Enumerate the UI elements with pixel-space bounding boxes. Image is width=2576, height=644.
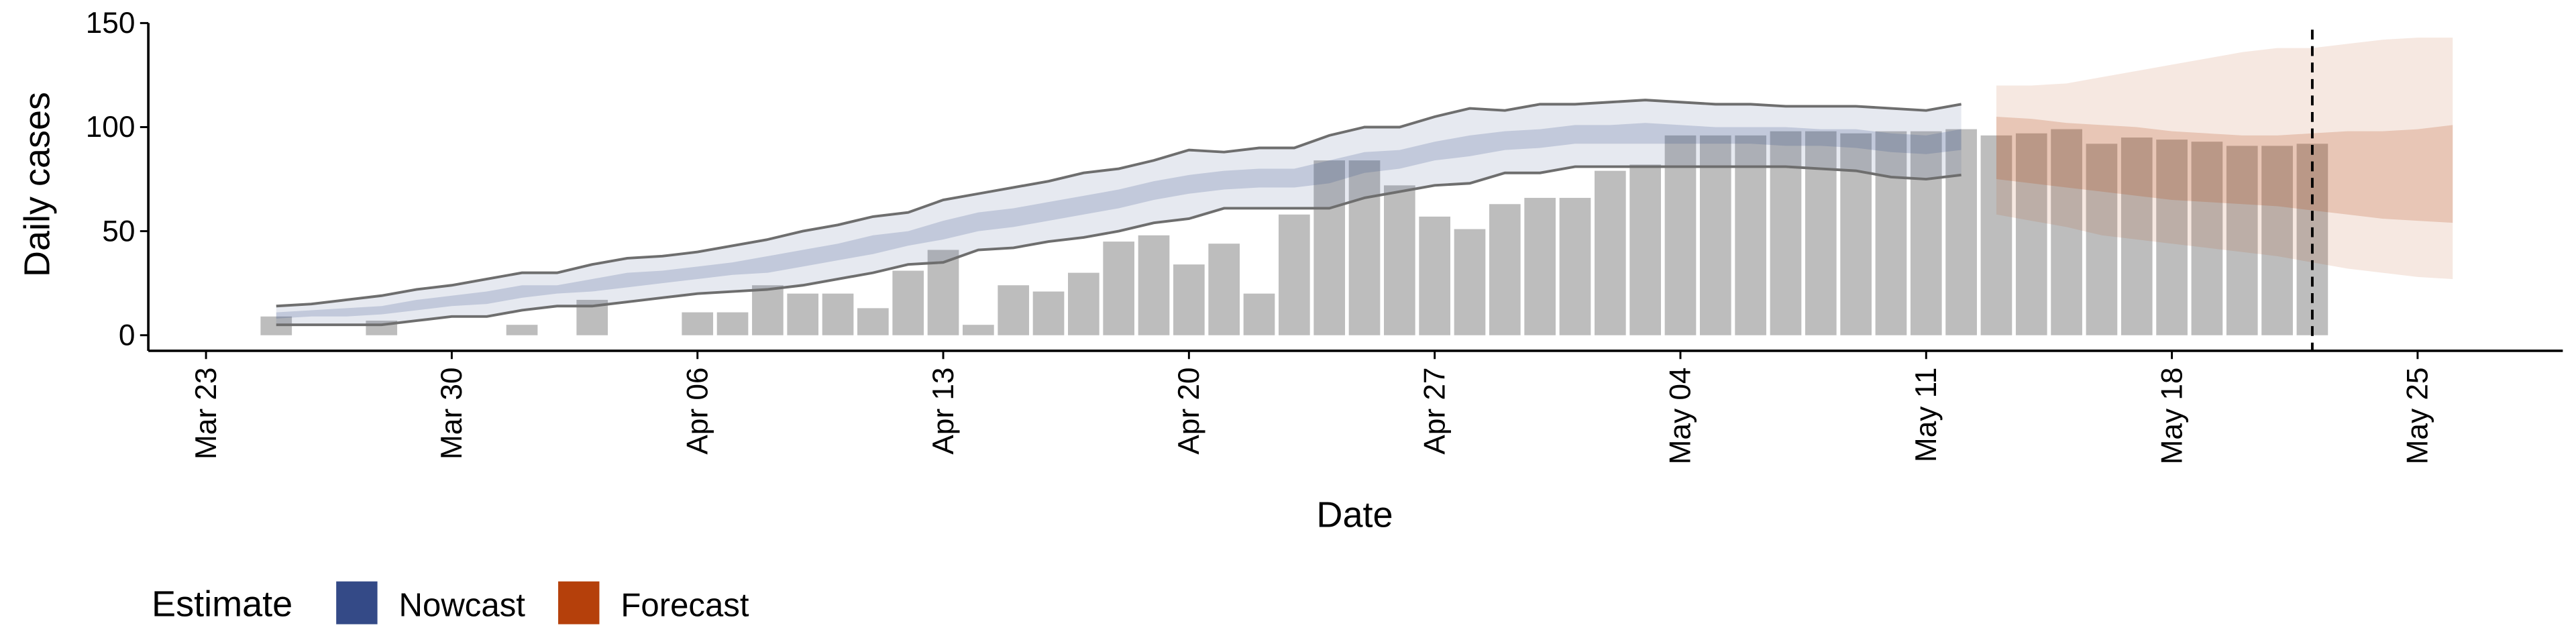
y-axis-label: Daily cases: [17, 92, 58, 277]
bar: [2156, 140, 2188, 335]
x-tick-label: May 11: [1910, 368, 1943, 463]
legend-title: Estimate: [152, 584, 292, 624]
x-tick-label: Apr 27: [1418, 368, 1451, 455]
ribbon-outline: [276, 165, 1962, 327]
bar: [1208, 244, 1240, 335]
x-tick-label: May 18: [2155, 368, 2188, 465]
bar: [1313, 160, 1346, 335]
bar: [1348, 160, 1381, 335]
bar: [857, 308, 889, 335]
bar: [1735, 135, 1766, 335]
bar: [1138, 235, 1170, 335]
legend-swatch: [558, 581, 600, 625]
bar: [1243, 293, 1275, 335]
bar: [1699, 135, 1731, 335]
bar: [1805, 131, 1837, 335]
bar: [1032, 291, 1065, 335]
bar: [2296, 144, 2328, 335]
bar: [682, 312, 714, 335]
x-tick-label: Mar 23: [190, 368, 223, 460]
bar: [1454, 229, 1486, 335]
x-tick-label: Apr 13: [927, 368, 960, 455]
x-tick-label: May 25: [2402, 368, 2434, 465]
x-tick-label: Mar 30: [435, 368, 468, 460]
bar: [963, 325, 994, 335]
bar: [1383, 185, 1415, 335]
y-tick-label: 0: [119, 319, 136, 352]
bar: [1594, 170, 1626, 335]
bar: [1980, 135, 2012, 335]
bar: [2261, 146, 2293, 335]
x-tick-label: Apr 20: [1173, 368, 1205, 455]
ribbon-outline: [276, 99, 1962, 308]
legend-swatch: [336, 581, 378, 625]
x-tick-label: May 04: [1664, 368, 1697, 465]
bar: [752, 285, 784, 335]
bar: [1524, 197, 1556, 335]
bar: [998, 285, 1030, 335]
legend-label: Nowcast: [399, 587, 526, 623]
bar: [2121, 137, 2153, 335]
bar: [1664, 135, 1697, 335]
x-axis-label: Date: [1316, 495, 1393, 535]
bar: [506, 325, 538, 335]
bar: [1629, 164, 1661, 335]
bar: [2015, 133, 2047, 335]
legend-label: Forecast: [621, 587, 749, 623]
bar: [1278, 214, 1310, 335]
bar: [892, 270, 924, 335]
bar: [1068, 272, 1099, 335]
ribbon: [1996, 38, 2453, 279]
bar: [787, 293, 819, 335]
y-tick-label: 150: [86, 7, 136, 40]
bar: [822, 293, 854, 335]
bar: [1489, 204, 1521, 335]
y-tick-label: 50: [102, 215, 135, 248]
x-tick-label: Apr 06: [681, 368, 714, 455]
bar: [2191, 142, 2223, 335]
ribbon: [276, 123, 1962, 319]
bar: [1910, 131, 1942, 335]
bar: [1559, 197, 1591, 335]
bar: [1945, 129, 1977, 335]
ribbon: [1996, 116, 2453, 223]
bar: [1840, 133, 1872, 335]
bar: [1419, 216, 1450, 335]
y-tick-label: 100: [86, 111, 136, 144]
bar: [2226, 146, 2258, 335]
bar: [1103, 241, 1135, 335]
bar: [2086, 144, 2118, 335]
bar: [1173, 264, 1205, 335]
bar: [716, 312, 749, 335]
bar: [2051, 129, 2082, 335]
ribbon: [276, 100, 1962, 325]
bar: [1770, 131, 1802, 335]
bar: [1875, 131, 1907, 335]
